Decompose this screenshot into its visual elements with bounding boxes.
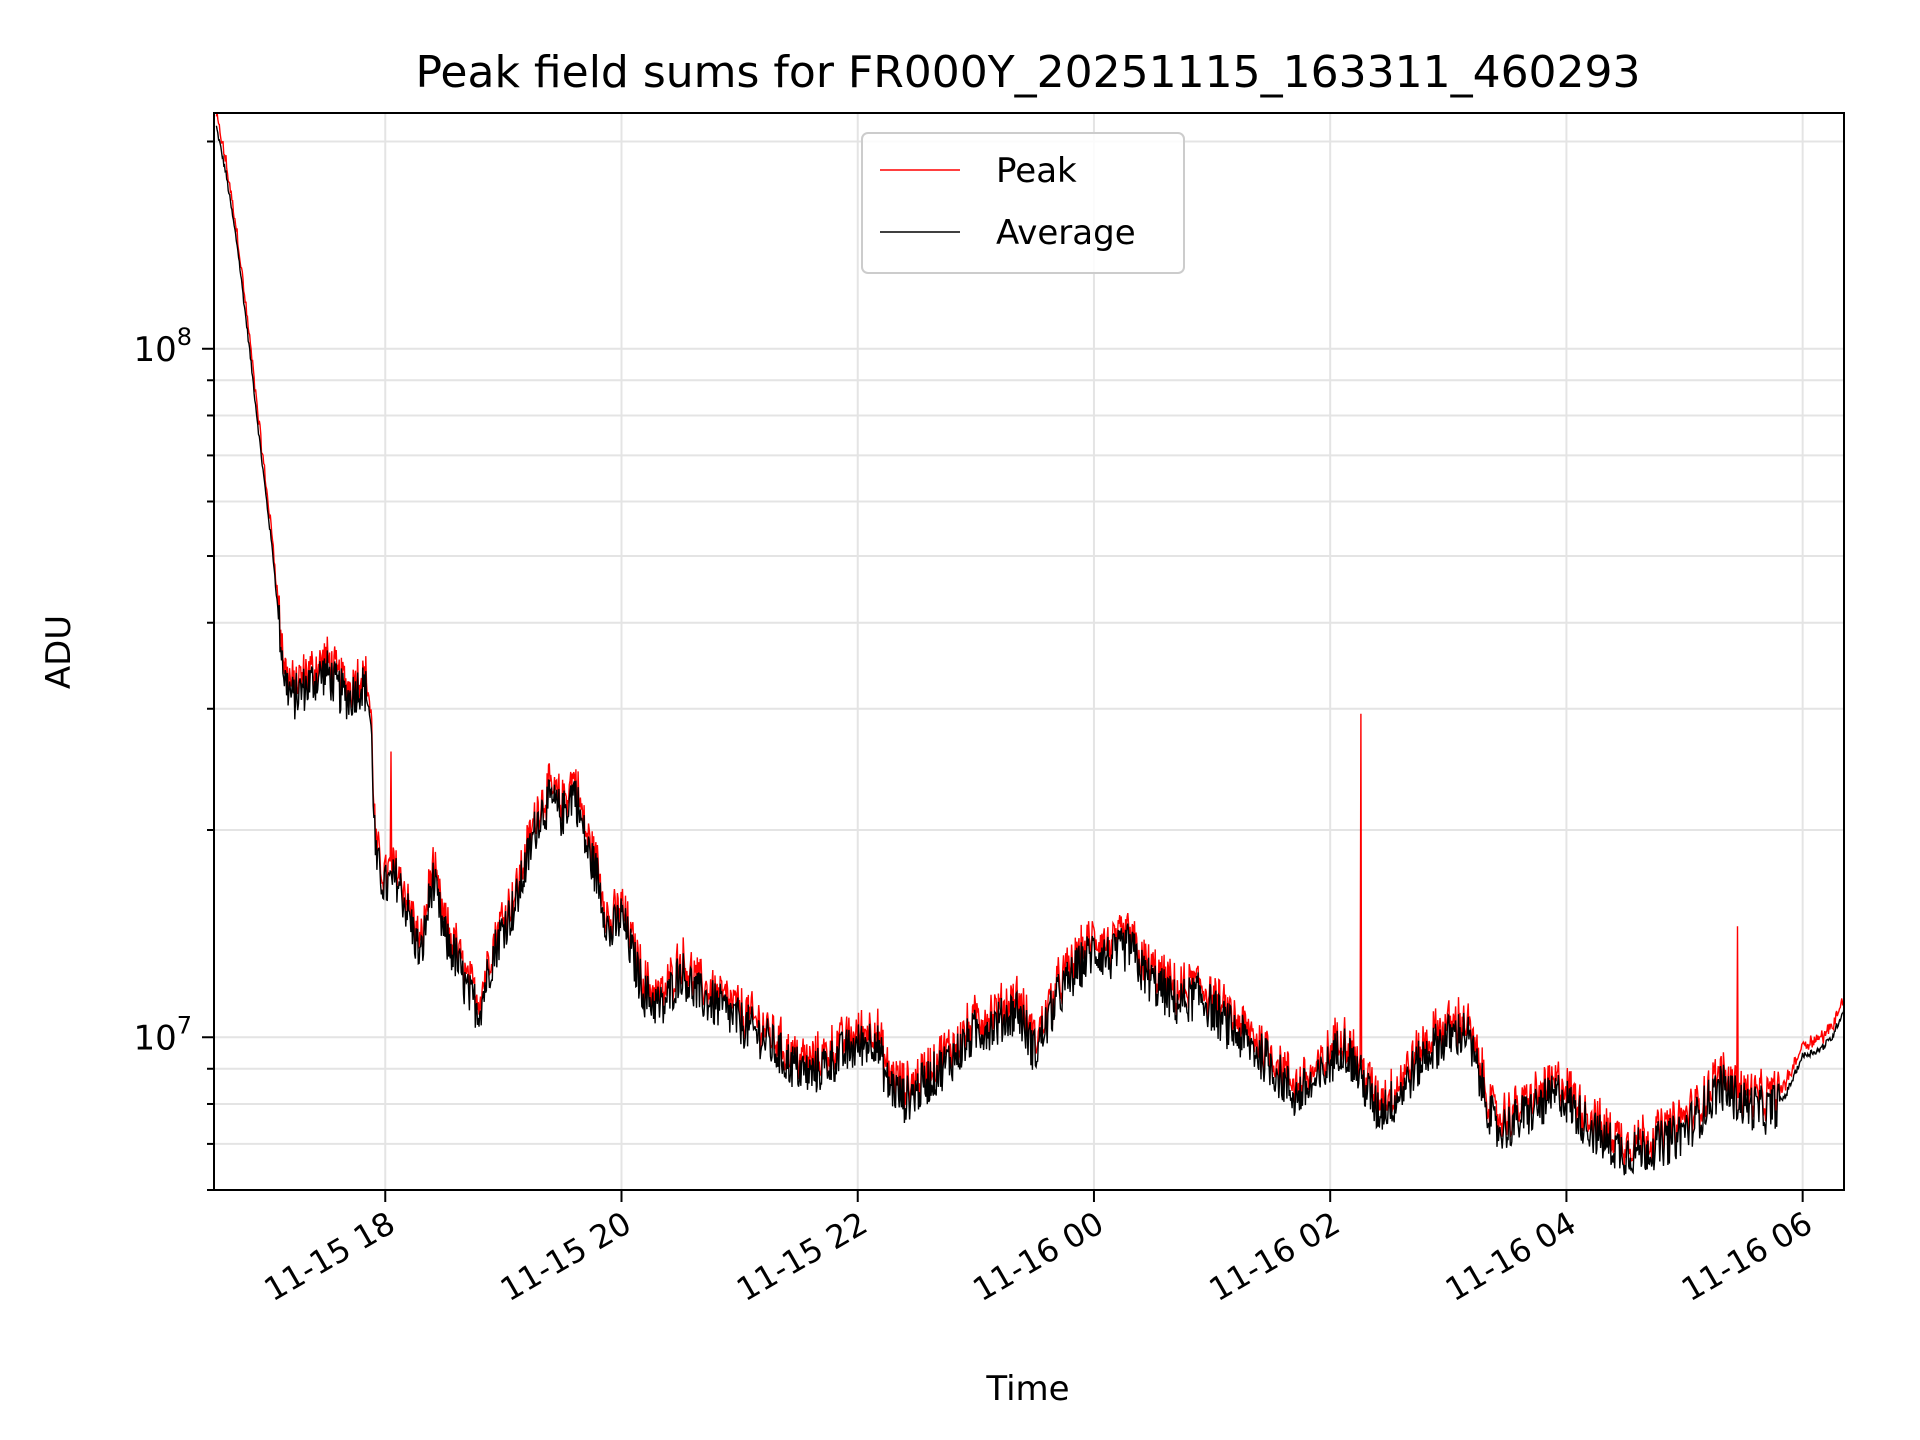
y-tick-label: 108 — [133, 323, 192, 370]
data-lines — [215, 113, 1844, 1176]
y-tick-exponent: 8 — [177, 323, 192, 351]
legend-label-peak: Peak — [996, 151, 1077, 191]
y-tick-exponent: 7 — [177, 1011, 192, 1039]
y-tick-base: 10 — [133, 330, 176, 370]
y-tick-base: 10 — [133, 1018, 176, 1058]
y-axis-label: ADU — [39, 615, 79, 689]
chart-title: Peak field sums for FR000Y_20251115_1633… — [415, 47, 1640, 98]
plot-frame — [213, 112, 1845, 1191]
series-line-average — [215, 125, 1844, 1176]
y-tick-label: 107 — [133, 1011, 192, 1058]
legend-box — [861, 132, 1185, 274]
x-axis-label: Time — [985, 1369, 1069, 1409]
legend: Peak Average — [861, 132, 1185, 274]
legend-label-average: Average — [996, 213, 1136, 253]
